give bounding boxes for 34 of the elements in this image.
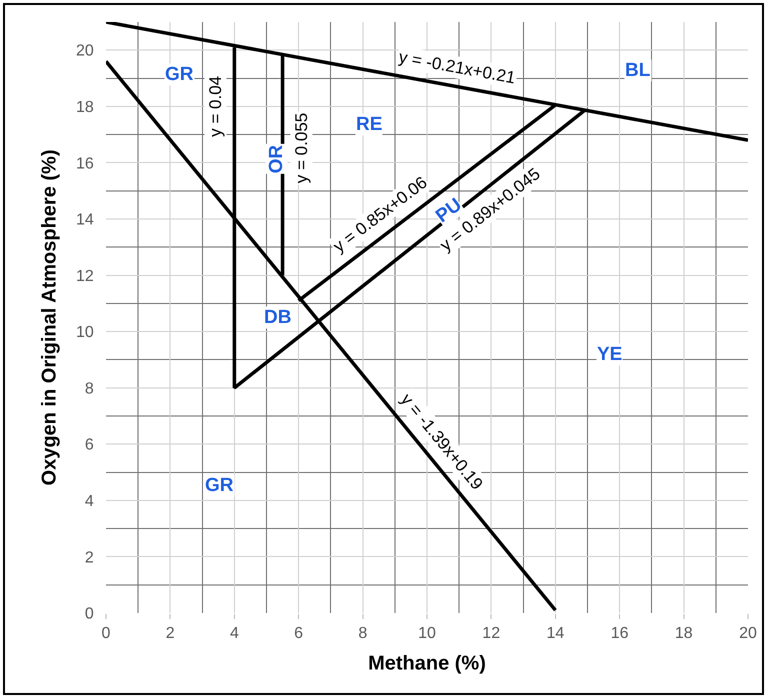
y-tick-label: 6 xyxy=(84,436,94,454)
x-tick-label: 10 xyxy=(418,625,436,642)
x-tick-label: 18 xyxy=(674,625,693,642)
x-tick-label: 20 xyxy=(739,625,757,642)
x-tick-label: 14 xyxy=(546,625,564,642)
annotation: y = 0.04 xyxy=(206,76,225,137)
y-tick-label: 16 xyxy=(76,155,94,172)
y-tick-label: 2 xyxy=(84,549,94,566)
y-tick-label: 20 xyxy=(76,42,94,60)
y-tick-label: 12 xyxy=(76,268,94,285)
annotation: GR xyxy=(205,475,234,496)
x-tick-label: 4 xyxy=(230,625,239,642)
x-tick-label: 2 xyxy=(166,625,175,642)
annotation: y = 0.055 xyxy=(292,112,311,184)
y-tick-label: 0 xyxy=(84,606,94,623)
x-tick-label: 12 xyxy=(482,625,500,642)
y-tick-label: 18 xyxy=(76,99,94,116)
y-axis-title: Oxygen in Original Atmosphere (%) xyxy=(38,150,61,486)
annotation: RE xyxy=(356,114,382,135)
x-tick-label: 8 xyxy=(358,625,368,642)
y-tick-label: 8 xyxy=(84,380,94,398)
x-tick-label: 0 xyxy=(102,625,111,642)
annotation: OR xyxy=(266,144,288,174)
x-tick-label: 6 xyxy=(294,625,304,642)
x-axis-title: Methane (%) xyxy=(368,652,486,675)
y-tick-label: 10 xyxy=(76,324,94,342)
annotation: DB xyxy=(264,307,292,328)
annotation: y = -0.21x+0.21 xyxy=(397,47,517,88)
annotation: YE xyxy=(597,344,622,365)
y-tick-label: 14 xyxy=(76,212,94,229)
annotation: GR xyxy=(165,64,194,85)
y-tick-label: 4 xyxy=(84,493,94,510)
annotation: BL xyxy=(625,60,651,81)
x-tick-label: 16 xyxy=(610,625,629,642)
